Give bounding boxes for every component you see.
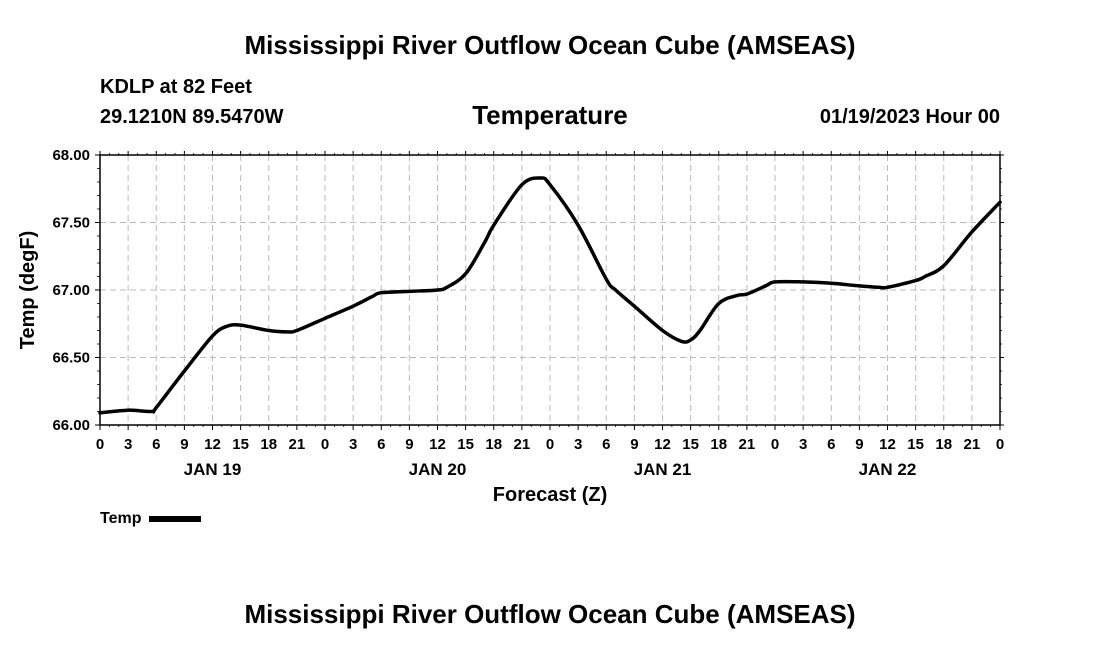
coordinates-label: 29.1210N 89.5470W	[100, 106, 284, 128]
x-axis: 0 3 6 9 12 15 18 21 0 3 6 9 12 15 18 21 0 3 6 9 12 15 18 21 0 3 6 9…	[96, 151, 1004, 453]
x-tick-label: 6	[827, 436, 835, 453]
run-time-label: 01/19/2023 Hour 00	[819, 106, 1000, 128]
chart-title: Mississippi River Outflow Ocean Cube (AM…	[244, 30, 856, 60]
x-axis-label: Forecast (Z)	[493, 484, 607, 506]
x-tick-label: 0	[96, 436, 104, 453]
x-tick-label: 9	[855, 436, 863, 453]
x-tick-label: 3	[799, 436, 807, 453]
y-tick-label: 67.00	[52, 282, 90, 299]
x-tick-label: 9	[180, 436, 188, 453]
x-tick-label: 21	[289, 436, 306, 453]
x-tick-label: 0	[771, 436, 779, 453]
x-tick-label: 18	[935, 436, 952, 453]
x-tick-label: 18	[260, 436, 277, 453]
x-tick-label: 12	[204, 436, 221, 453]
day-label: JAN 21	[634, 460, 692, 479]
day-label: JAN 22	[859, 460, 917, 479]
x-tick-label: 3	[124, 436, 132, 453]
x-tick-label: 6	[377, 436, 385, 453]
x-tick-label: 15	[232, 436, 249, 453]
y-axis-label: Temp (degF)	[17, 231, 39, 350]
x-tick-label: 6	[602, 436, 610, 453]
x-tick-label: 0	[546, 436, 554, 453]
y-tick-label: 66.50	[52, 350, 90, 367]
day-labels: JAN 19 JAN 20 JAN 21 JAN 22	[184, 460, 917, 479]
x-tick-label: 0	[321, 436, 329, 453]
x-tick-label: 21	[964, 436, 981, 453]
x-tick-label: 15	[907, 436, 924, 453]
x-tick-label: 12	[429, 436, 446, 453]
legend: Temp	[100, 510, 202, 528]
footer-title: Mississippi River Outflow Ocean Cube (AM…	[244, 599, 856, 629]
x-tick-label: 9	[405, 436, 413, 453]
x-tick-label: 18	[485, 436, 502, 453]
y-tick-label: 67.50	[52, 215, 90, 232]
variable-title: Temperature	[472, 100, 628, 130]
x-tick-label: 6	[152, 436, 160, 453]
legend-label: Temp	[100, 510, 142, 527]
x-tick-label: 21	[514, 436, 531, 453]
day-label: JAN 20	[409, 460, 467, 479]
grid	[100, 155, 1000, 425]
y-tick-label: 68.00	[52, 147, 90, 164]
x-tick-label: 0	[996, 436, 1004, 453]
x-tick-label: 15	[457, 436, 474, 453]
x-tick-label: 3	[574, 436, 582, 453]
x-tick-label: 12	[879, 436, 896, 453]
x-tick-label: 18	[710, 436, 727, 453]
legend-line-swatch	[149, 516, 202, 522]
x-tick-label: 12	[654, 436, 671, 453]
x-tick-label: 9	[630, 436, 638, 453]
x-tick-label: 15	[682, 436, 699, 453]
x-tick-label: 21	[739, 436, 756, 453]
x-tick-label: 3	[349, 436, 357, 453]
station-label: KDLP at 82 Feet	[100, 76, 252, 98]
y-tick-label: 66.00	[52, 417, 90, 434]
temp-series-line	[98, 176, 1002, 415]
day-label: JAN 19	[184, 460, 242, 479]
y-axis: 66.00 66.50 67.00 67.50 68.00	[52, 147, 1004, 434]
